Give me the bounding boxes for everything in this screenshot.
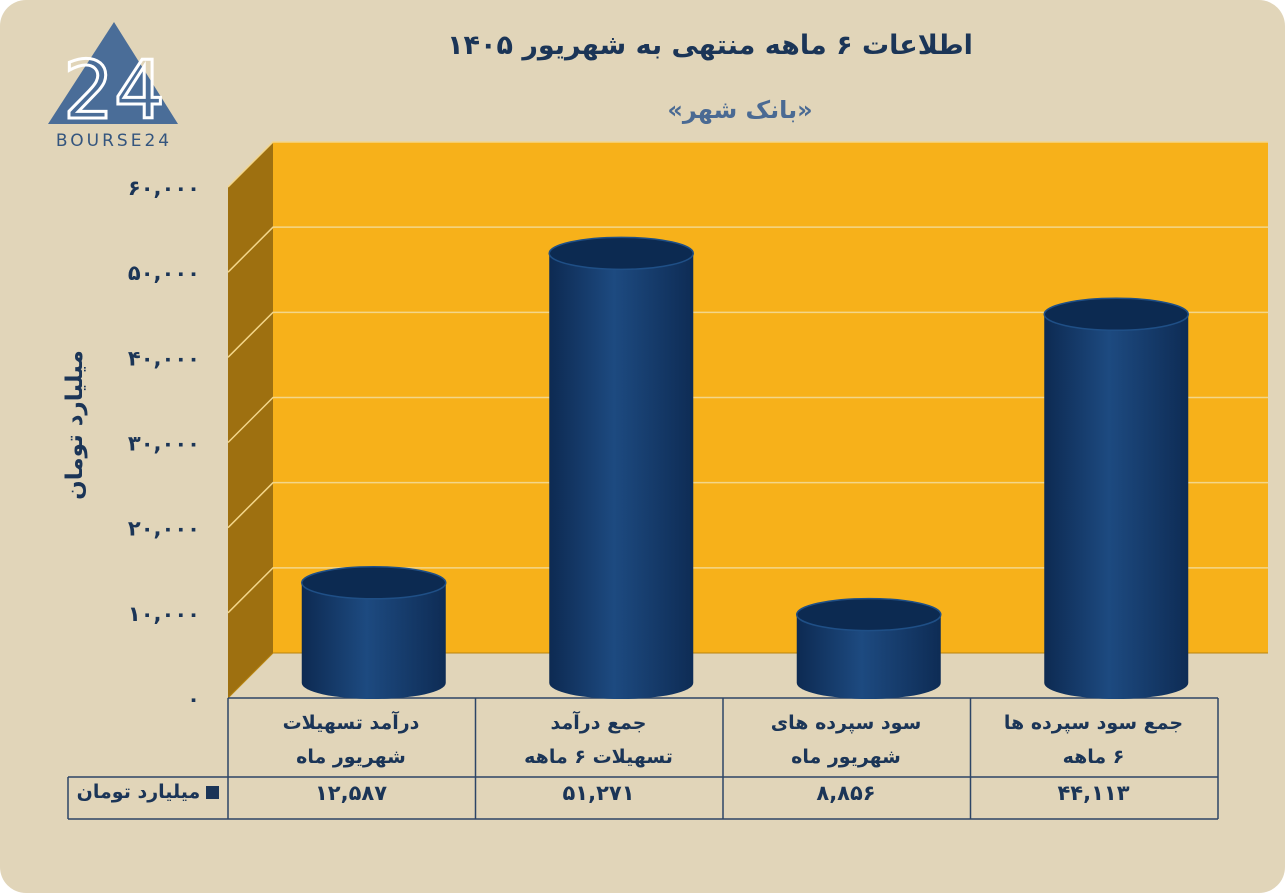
category-label-line: جمع سود سپرده ها (1003, 712, 1184, 734)
gridline (227, 567, 1268, 614)
y-tick-label: ۰ (187, 687, 200, 711)
data-table-value: ۱۲,۵۸۷ (314, 781, 388, 805)
chart-title: اطلاعات ۶ ماهه منتهی به شهریور ۱۴۰۵ (447, 30, 973, 61)
y-tick-label: ۵۰,۰۰۰ (128, 261, 200, 285)
legend-text: میلیارد تومان (76, 781, 201, 803)
y-tick-label: ۲۰,۰۰۰ (128, 517, 200, 541)
category-label: درآمد تسهیلات شهریور ماه (228, 706, 474, 774)
y-tick-label: ۴۰,۰۰۰ (128, 346, 200, 370)
bar (301, 566, 447, 699)
bar (796, 597, 942, 699)
bar-body (796, 614, 941, 699)
category-label: جمع سود سپرده ها ۶ ماهه (971, 706, 1217, 774)
category-label-line: سود سپرده های (770, 712, 922, 734)
bourse24-logo: 24 (48, 22, 178, 139)
bar-body (301, 582, 446, 699)
bar-top (796, 597, 942, 632)
bar-body (1044, 314, 1189, 699)
bar-top (548, 236, 694, 271)
gridline (227, 396, 1268, 444)
data-table-value: ۴۴,۱۱۳ (1057, 781, 1130, 805)
svg-text:24: 24 (63, 44, 165, 137)
logo-wordmark: BOURSE24 (55, 131, 173, 151)
category-label-line: تسهیلات ۶ ماهه (524, 746, 673, 768)
bar (1043, 297, 1189, 699)
gridline (227, 481, 1268, 529)
category-label-line: درآمد تسهیلات (282, 712, 420, 734)
y-tick-label: ۶۰,۰۰۰ (128, 176, 200, 200)
legend-swatch (206, 786, 220, 799)
category-label: سود سپرده های شهریور ماه (723, 706, 969, 774)
bar-top (1043, 297, 1189, 332)
bar-top (301, 566, 447, 600)
bar-body (549, 253, 694, 699)
data-table-value: ۵۱,۲۷۱ (562, 781, 635, 805)
y-tick-label: ۱۰,۰۰۰ (128, 602, 200, 626)
category-label-line: شهریور ماه (296, 746, 406, 768)
data-table-value: ۸,۸۵۶ (816, 781, 876, 805)
gridline (227, 226, 1268, 273)
bar (548, 236, 694, 699)
chart-subtitle: «بانک شهر» (667, 96, 813, 124)
category-label-line: شهریور ماه (791, 746, 901, 768)
category-label: جمع درآمد تسهیلات ۶ ماهه (476, 706, 722, 774)
gridline (227, 141, 1268, 188)
y-tick-label: ۳۰,۰۰۰ (128, 432, 200, 456)
category-label-line: جمع درآمد (550, 712, 647, 734)
legend-series-label: میلیارد تومان (70, 781, 226, 803)
category-label-line: ۶ ماهه (1062, 746, 1125, 768)
gridline (227, 311, 1268, 358)
